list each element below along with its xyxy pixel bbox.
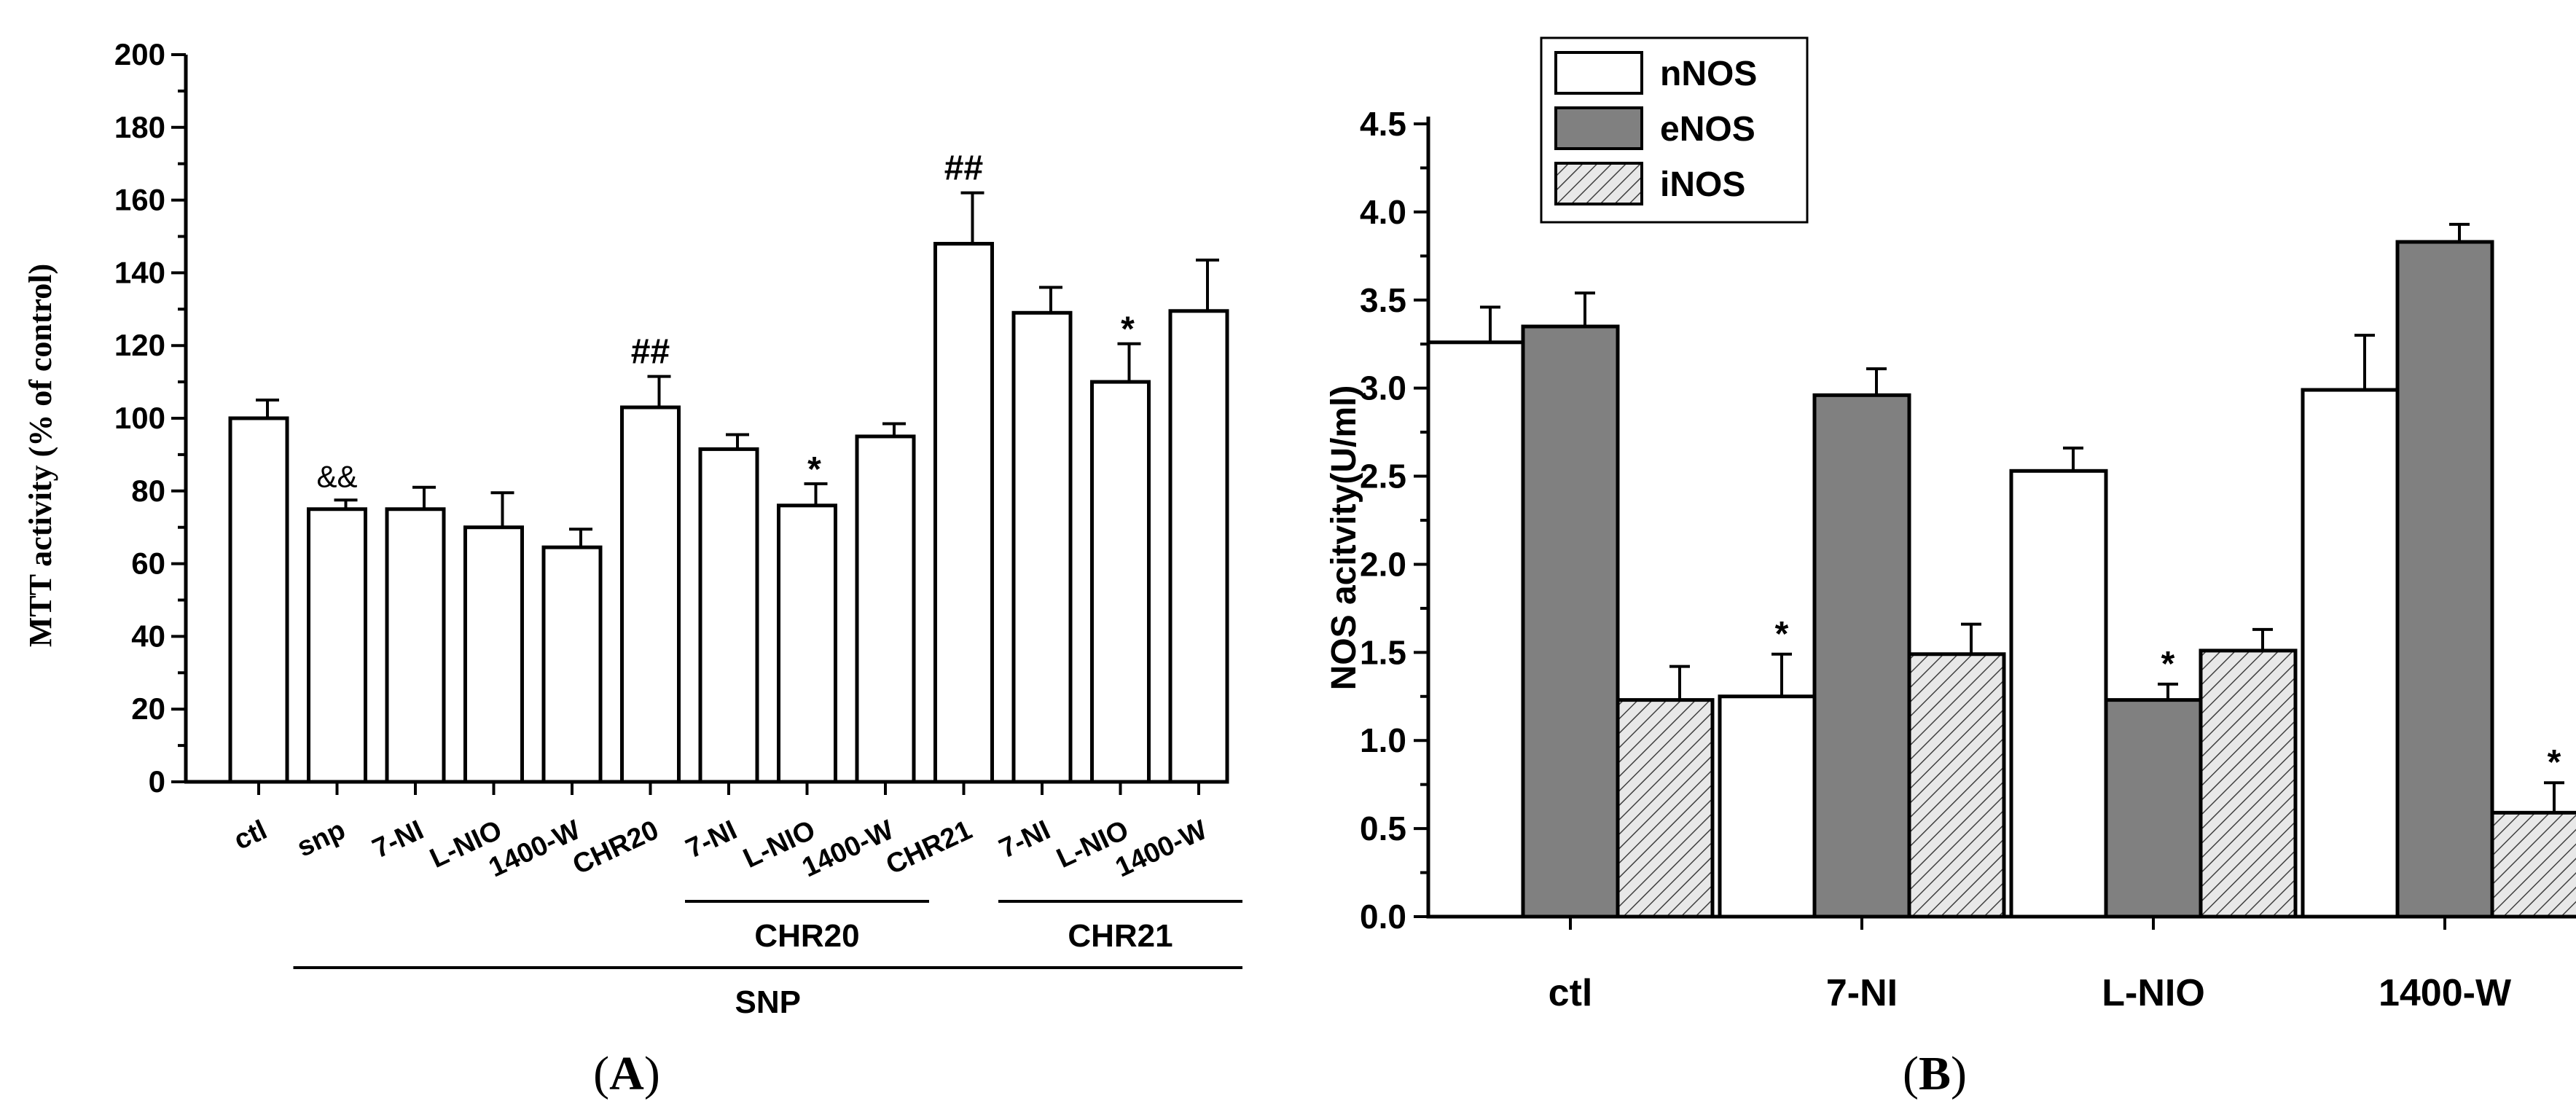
panel-b-bar-nNOS: [1718, 694, 1817, 919]
panel-a-bar: [620, 405, 681, 784]
panel-b-legend-swatch-eNOS: [1554, 106, 1643, 150]
panel-b-bar-nNOS: [1426, 340, 1525, 919]
panel-b-category-label: 7-NI: [1826, 972, 1898, 1014]
panel-b-y-axis-label: NOS acitvity(U/ml): [1325, 385, 1363, 691]
chart-panel-b: NOS acitvity(U/ml) 0.0 0.5 1.0 1.5 2.0 2.5 3.0…: [1325, 36, 2576, 1100]
panel-a-y-tick-label: 40: [131, 619, 165, 653]
panel-a-group-label: CHR20: [754, 918, 859, 954]
panel-b-y-tick-label: 2.5: [1360, 458, 1406, 495]
panel-b-bar-eNOS: [1812, 393, 1911, 919]
panel-a-bar: [463, 525, 524, 784]
panel-b-bar-iNOS: [1616, 698, 1715, 919]
panel-a-significance-mark: *: [1121, 310, 1135, 349]
panel-a-bar: [698, 447, 759, 784]
panel-b-bar-eNOS: [2104, 698, 2203, 919]
panel-a-bar: [541, 545, 603, 784]
panel-b-y-tick-label: 1.5: [1360, 633, 1406, 671]
panel-b-legend-label: eNOS: [1660, 110, 1755, 149]
panel-a-y-tick-label: 20: [131, 691, 165, 726]
panel-a-bar: [307, 507, 367, 784]
panel-b-significance-mark: *: [2548, 743, 2561, 782]
panel-a-category-label: CHR21: [882, 815, 977, 881]
panel-a-bar: [777, 503, 837, 784]
panel-a-category-label: snp: [292, 815, 350, 863]
panel-b-category-label: L-NIO: [2102, 972, 2205, 1014]
panel-b-label: (B): [1903, 1047, 1967, 1100]
panel-b-bar-iNOS: [2199, 648, 2298, 919]
panel-a-y-tick-label: 160: [114, 183, 165, 217]
panel-b-axes: 0.0 0.5 1.0 1.5 2.0 2.5 3.0 3.5 4.0 4.5: [1360, 105, 2559, 936]
panel-a-category-label: ctl: [230, 815, 272, 856]
panel-b-category-labels: ctl 7-NI L-NIO 1400-W: [1549, 972, 2512, 1014]
panel-a-category-label: 1400-W: [484, 815, 584, 883]
panel-a-y-tick-label: 80: [131, 474, 165, 508]
panel-b-y-tick-label: 0.5: [1360, 810, 1406, 847]
panel-a-category-label: 1400-W: [797, 815, 898, 883]
panel-a-bar: [385, 507, 446, 784]
panel-a-significance-mark: ##: [944, 149, 983, 188]
panel-b-legend-label: iNOS: [1660, 165, 1745, 204]
panel-b-bar-nNOS: [2009, 469, 2108, 919]
panel-a-label: (A): [593, 1047, 660, 1100]
panel-b-y-tick-label: 2.0: [1360, 545, 1406, 583]
panel-a-y-tick-label: 60: [131, 546, 165, 581]
panel-a-bar: [1011, 310, 1073, 784]
panel-a-y-tick-label: 200: [114, 37, 165, 71]
panel-a-bar: [1168, 309, 1229, 784]
panel-b-y-tick-label: 0.0: [1360, 898, 1406, 936]
panel-a-y-axis-label: MTT activity (% of control): [23, 264, 58, 647]
panel-b-bars: * * *: [1426, 222, 2576, 919]
panel-a-bar: [1090, 380, 1151, 784]
panel-a-bar: [933, 241, 994, 784]
panel-a-category-label: 7-NI: [368, 815, 428, 864]
panel-b-category-label: ctl: [1549, 972, 1593, 1014]
panel-b-significance-mark: *: [2161, 645, 2175, 683]
panel-b-bar-eNOS: [2395, 240, 2494, 919]
panel-b-y-tick-label: 3.5: [1360, 281, 1406, 319]
panel-a-y-tick-label: 120: [114, 328, 165, 362]
panel-a-category-label: 7-NI: [681, 815, 742, 864]
panel-a-category-label: 1400-W: [1111, 815, 1211, 883]
panel-b-y-tick-label: 4.5: [1360, 105, 1406, 143]
panel-a-bars: && ## * ## *: [228, 149, 1229, 784]
panel-a-group-label: CHR21: [1068, 918, 1172, 954]
panel-b-bar-iNOS: [1907, 652, 2006, 919]
panel-a-group-label: SNP: [735, 984, 801, 1020]
panel-a-bar: [855, 434, 916, 784]
panel-b-legend-swatch-nNOS: [1554, 51, 1643, 95]
panel-a-significance-mark: &&: [316, 459, 357, 493]
panel-b-significance-mark: *: [1775, 615, 1789, 654]
chart-panel-a: MTT activity (% of control) 0 20 40 60 80 100…: [23, 37, 1242, 1100]
panel-b-bar-eNOS: [1521, 324, 1620, 919]
panel-b-bar-nNOS: [2301, 388, 2400, 919]
panel-a-y-tick-label: 100: [114, 401, 165, 435]
panel-b-y-tick-label: 3.0: [1360, 369, 1406, 407]
panel-a-group-brackets: CHR20 CHR21 SNP: [293, 900, 1242, 1020]
panel-a-bar: [228, 416, 289, 784]
panel-b-legend-label: nNOS: [1660, 55, 1757, 93]
panel-a-y-tick-label: 0: [149, 764, 165, 799]
panel-b-bar-iNOS: [2490, 810, 2576, 919]
panel-b-legend-swatch-iNOS: [1554, 162, 1643, 205]
panel-b-legend: nNOS eNOS iNOS: [1540, 36, 1809, 224]
panel-a-category-label: 7-NI: [995, 815, 1055, 864]
panel-a-category-label: CHR20: [568, 815, 664, 881]
panel-a-y-tick-label: 180: [114, 110, 165, 144]
panel-a-significance-mark: ##: [631, 333, 670, 372]
panel-b-y-tick-label: 1.0: [1360, 721, 1406, 759]
panel-b-y-tick-label: 4.0: [1360, 193, 1406, 231]
panel-a-y-tick-label: 140: [114, 255, 165, 289]
panel-b-category-label: 1400-W: [2379, 972, 2512, 1014]
panel-a-significance-mark: *: [807, 450, 821, 489]
